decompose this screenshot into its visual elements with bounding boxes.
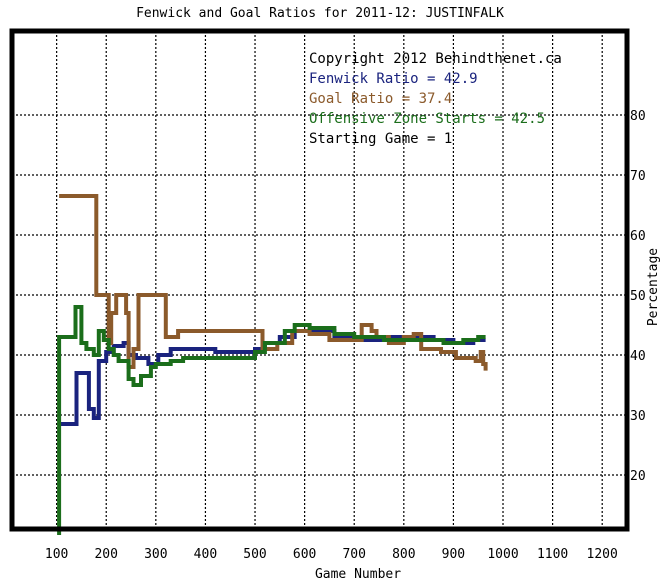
y-axis-label: Percentage (646, 248, 661, 326)
x-tick-label: 400 (194, 547, 217, 562)
legend-entry: Copyright 2012 Behindthenet.ca (309, 51, 562, 67)
y-tick-label: 50 (630, 289, 646, 304)
plot-frame (9, 28, 630, 532)
legend-entry: Starting Game = 1 (309, 131, 452, 147)
legend-entry: Goal Ratio = 37.4 (309, 91, 452, 107)
x-tick-label: 900 (442, 547, 465, 562)
x-tick-label: 500 (243, 547, 266, 562)
x-tick-label: 1200 (587, 547, 618, 562)
y-tick-labels: 20 30 40 50 60 70 80 (630, 109, 646, 484)
gridlines (12, 31, 627, 529)
x-tick-label: 1100 (537, 547, 568, 562)
y-tick-label: 80 (630, 109, 646, 124)
x-tick-label: 1000 (487, 547, 518, 562)
chart-title: Fenwick and Goal Ratios for 2011-12: JUS… (136, 6, 504, 21)
series-line-2 (59, 194, 488, 371)
y-tick-label: 60 (630, 229, 646, 244)
x-tick-label: 100 (45, 547, 68, 562)
x-axis-label: Game Number (315, 567, 401, 580)
y-tick-label: 40 (630, 349, 646, 364)
series-line-3 (57, 305, 486, 535)
x-tick-label: 700 (342, 547, 365, 562)
x-tick-labels: 100 200 300 400 500 600 700 800 900 1000 1100 1200 (45, 547, 618, 562)
x-tick-label: 600 (293, 547, 316, 562)
y-tick-label: 70 (630, 169, 646, 184)
x-tick-label: 800 (392, 547, 415, 562)
legend: Copyright 2012 Behindthenet.ca Fenwick Ra… (309, 51, 562, 147)
y-tick-label: 30 (630, 409, 646, 424)
x-tick-label: 200 (94, 547, 117, 562)
x-tick-label: 300 (144, 547, 167, 562)
legend-entry: Offensive Zone Starts = 42.5 (309, 111, 545, 127)
y-tick-label: 20 (630, 469, 646, 484)
legend-entry: Fenwick Ratio = 42.9 (309, 71, 478, 87)
data-series (57, 194, 488, 535)
